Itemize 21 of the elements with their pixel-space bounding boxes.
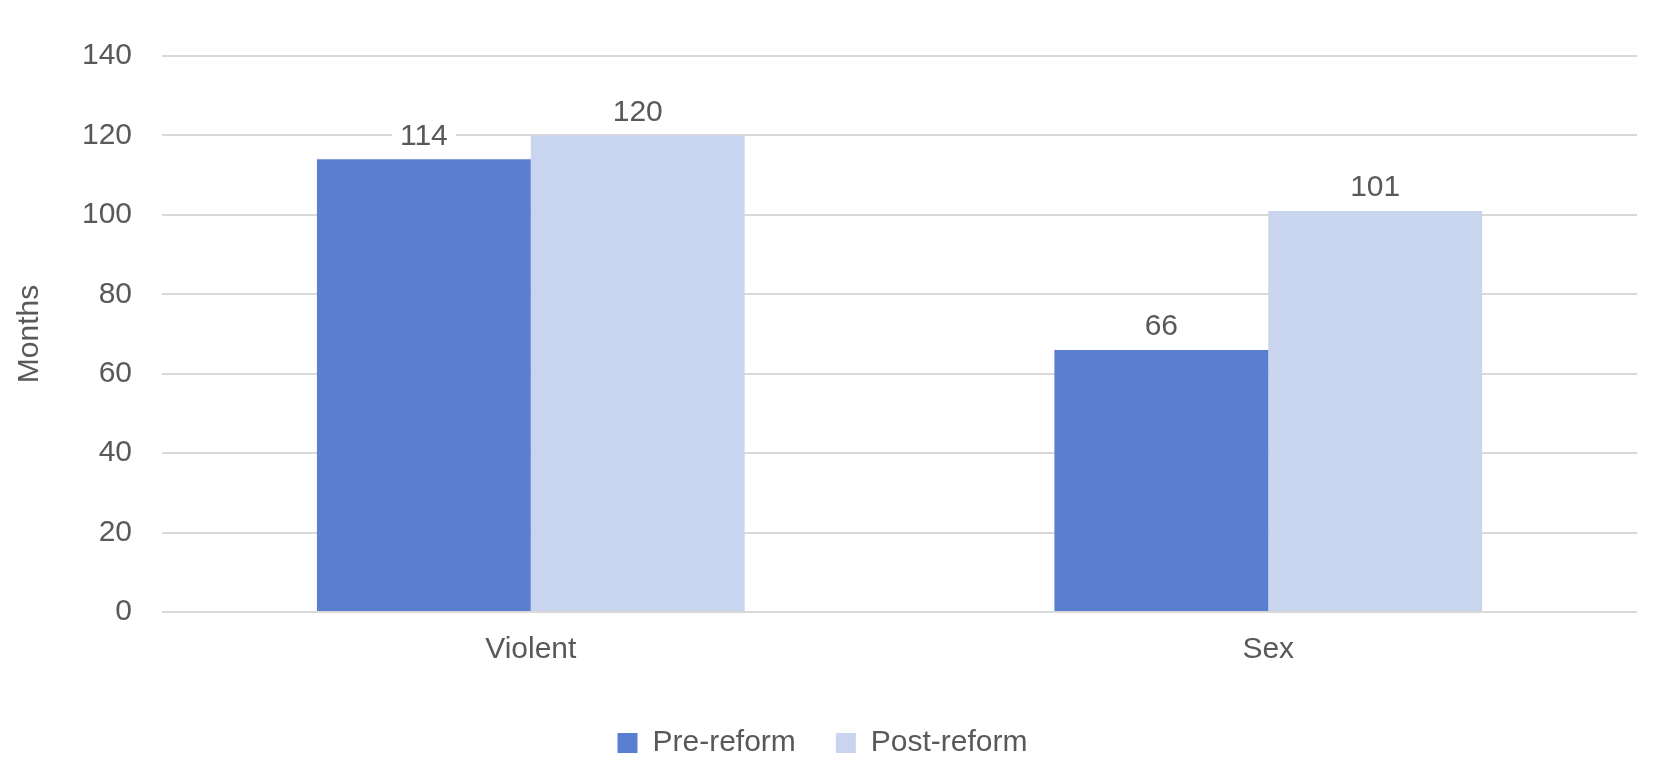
x-tick-label: Sex: [1242, 631, 1295, 665]
y-tick-label: 80: [98, 275, 133, 309]
y-tick-label: 140: [81, 37, 133, 71]
y-tick-label: 0: [115, 593, 133, 627]
y-tick-label: 120: [81, 116, 133, 150]
y-tick-label: 100: [81, 196, 133, 230]
data-label: 120: [612, 93, 663, 127]
data-label: 101: [1350, 169, 1401, 203]
x-tick-label: Violent: [485, 631, 578, 665]
legend-label: Pre-reform: [652, 724, 796, 758]
data-label: 66: [1144, 308, 1179, 342]
bar: [1054, 349, 1269, 611]
legend-label: Post-reform: [870, 724, 1028, 758]
bar: [1268, 210, 1483, 611]
y-tick-label: 60: [98, 354, 133, 388]
data-label: 114: [399, 117, 448, 151]
bar: [530, 135, 745, 611]
y-tick-label: 40: [98, 434, 133, 468]
y-axis-title: Months: [11, 284, 45, 384]
y-tick-label: 20: [98, 513, 133, 547]
bar: [316, 159, 531, 611]
